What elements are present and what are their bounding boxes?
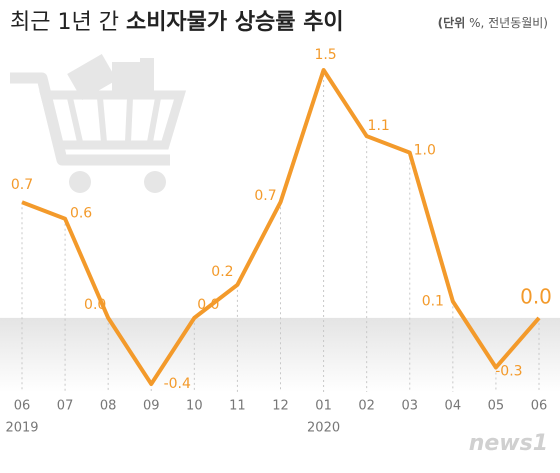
data-label: 0.6 bbox=[70, 206, 92, 222]
unit-bold: (단위 bbox=[438, 15, 466, 30]
data-label: -0.3 bbox=[495, 363, 522, 379]
x-tick-label: 11 bbox=[229, 399, 246, 414]
data-label: 0.0 bbox=[84, 297, 106, 313]
x-tick-label: 07 bbox=[57, 399, 74, 414]
negative-zone bbox=[0, 317, 560, 392]
data-label: 1.1 bbox=[368, 118, 390, 134]
x-tick-label: 06 bbox=[531, 399, 548, 414]
year-label: 2019 bbox=[5, 421, 38, 436]
title-light: 최근 1년 간 bbox=[10, 10, 119, 35]
unit-rest: %, 전년동월비) bbox=[469, 16, 548, 30]
x-tick-label: 06 bbox=[14, 399, 31, 414]
data-label: 0.0 bbox=[520, 284, 552, 308]
data-label: 1.0 bbox=[414, 143, 436, 159]
data-label: 0.7 bbox=[11, 177, 33, 193]
x-tick-label: 12 bbox=[272, 399, 289, 414]
data-label: 0.7 bbox=[254, 188, 276, 204]
data-label: -0.4 bbox=[164, 376, 191, 392]
data-label: 0.0 bbox=[197, 297, 219, 313]
x-tick-label: 02 bbox=[358, 399, 375, 414]
data-line bbox=[21, 68, 541, 386]
data-label: 0.1 bbox=[422, 293, 444, 309]
source-logo: news1 bbox=[469, 431, 548, 456]
x-tick-label: 01 bbox=[315, 399, 332, 414]
unit-note: (단위 %, 전년동월비) bbox=[438, 15, 548, 30]
x-tick-label: 05 bbox=[488, 399, 505, 414]
chart-title: 최근 1년 간 소비자물가 상승률 추이 bbox=[10, 10, 344, 35]
data-label: 1.5 bbox=[314, 47, 336, 63]
x-tick-label: 04 bbox=[445, 399, 462, 414]
background bbox=[0, 70, 560, 392]
cart-icon bbox=[10, 54, 187, 193]
data-label: 0.2 bbox=[211, 264, 233, 280]
title-bold: 소비자물가 상승률 추이 bbox=[126, 10, 344, 35]
x-tick-label: 03 bbox=[401, 399, 418, 414]
x-tick-label: 08 bbox=[100, 399, 117, 414]
x-tick-label: 09 bbox=[143, 399, 160, 414]
year-label: 2020 bbox=[307, 421, 340, 436]
x-tick-label: 10 bbox=[186, 399, 203, 414]
